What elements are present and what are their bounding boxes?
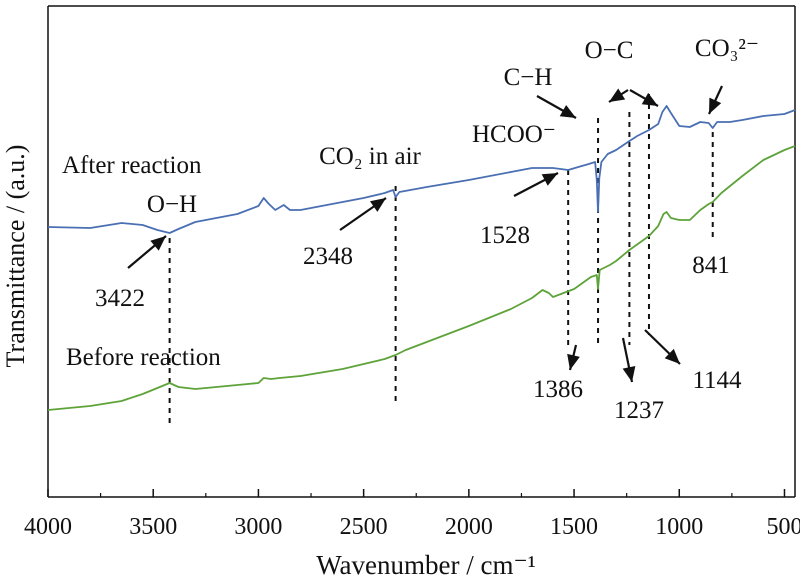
- x-tick-label: 3500: [129, 514, 177, 540]
- x-tick-label: 500: [766, 514, 800, 540]
- x-tick-label: 1500: [550, 514, 598, 540]
- arrow-head: [567, 353, 580, 370]
- x-tick-label: 4000: [24, 514, 72, 540]
- annotation-group-label: O−C: [585, 37, 634, 64]
- peak-marker-lines: [168, 94, 714, 428]
- arrow-head: [150, 236, 166, 251]
- arrow-head: [709, 97, 722, 114]
- annotation-layer: After reaction Before reaction O−H CO₂ in a…: [62, 35, 759, 424]
- annotation-series-label: After reaction: [62, 152, 202, 179]
- annotation-peak-value: 1237: [614, 397, 664, 424]
- x-axis-label: Wavenumber / cm⁻¹: [316, 550, 536, 580]
- annotation-peak-value: 841: [692, 252, 730, 279]
- arrow-head: [664, 348, 680, 364]
- plot-frame: [47, 5, 796, 498]
- x-tick-label: 1000: [655, 514, 703, 540]
- arrow-head: [559, 104, 576, 118]
- arrow-head: [622, 366, 636, 382]
- x-ticks: 4000 3500 3000 2500 2000 1500 1000 500: [24, 489, 800, 540]
- series-layer: [47, 105, 796, 411]
- series-line: [47, 145, 796, 411]
- annotation-series-label: Before reaction: [66, 344, 221, 371]
- annotation-peak-value: 1528: [480, 222, 530, 249]
- annotation-peak-value: 1386: [533, 376, 583, 403]
- annotation-arrows: [127, 85, 723, 383]
- x-tick-label: 2500: [340, 514, 388, 540]
- x-tick-label: 2000: [445, 514, 493, 540]
- annotation-group-label: C−H: [504, 64, 553, 91]
- annotation-group-label: CO₃²⁻: [695, 35, 759, 62]
- arrow-head: [609, 88, 626, 102]
- annotation-group-label: O−H: [147, 191, 197, 218]
- annotation-peak-value: 3422: [95, 285, 145, 312]
- series-line: [47, 105, 796, 234]
- annotation-peak-value: 1144: [692, 367, 742, 394]
- annotation-group-label: CO₂ in air: [319, 143, 421, 170]
- annotation-group-label: HCOO⁻: [472, 121, 556, 148]
- arrow-head: [369, 198, 386, 212]
- y-axis-label: Transmittance / (a.u.): [1, 145, 30, 368]
- annotation-peak-value: 2348: [303, 243, 353, 270]
- arrow-head: [641, 92, 658, 106]
- arrow-head: [541, 173, 558, 186]
- x-tick-label: 3000: [234, 514, 282, 540]
